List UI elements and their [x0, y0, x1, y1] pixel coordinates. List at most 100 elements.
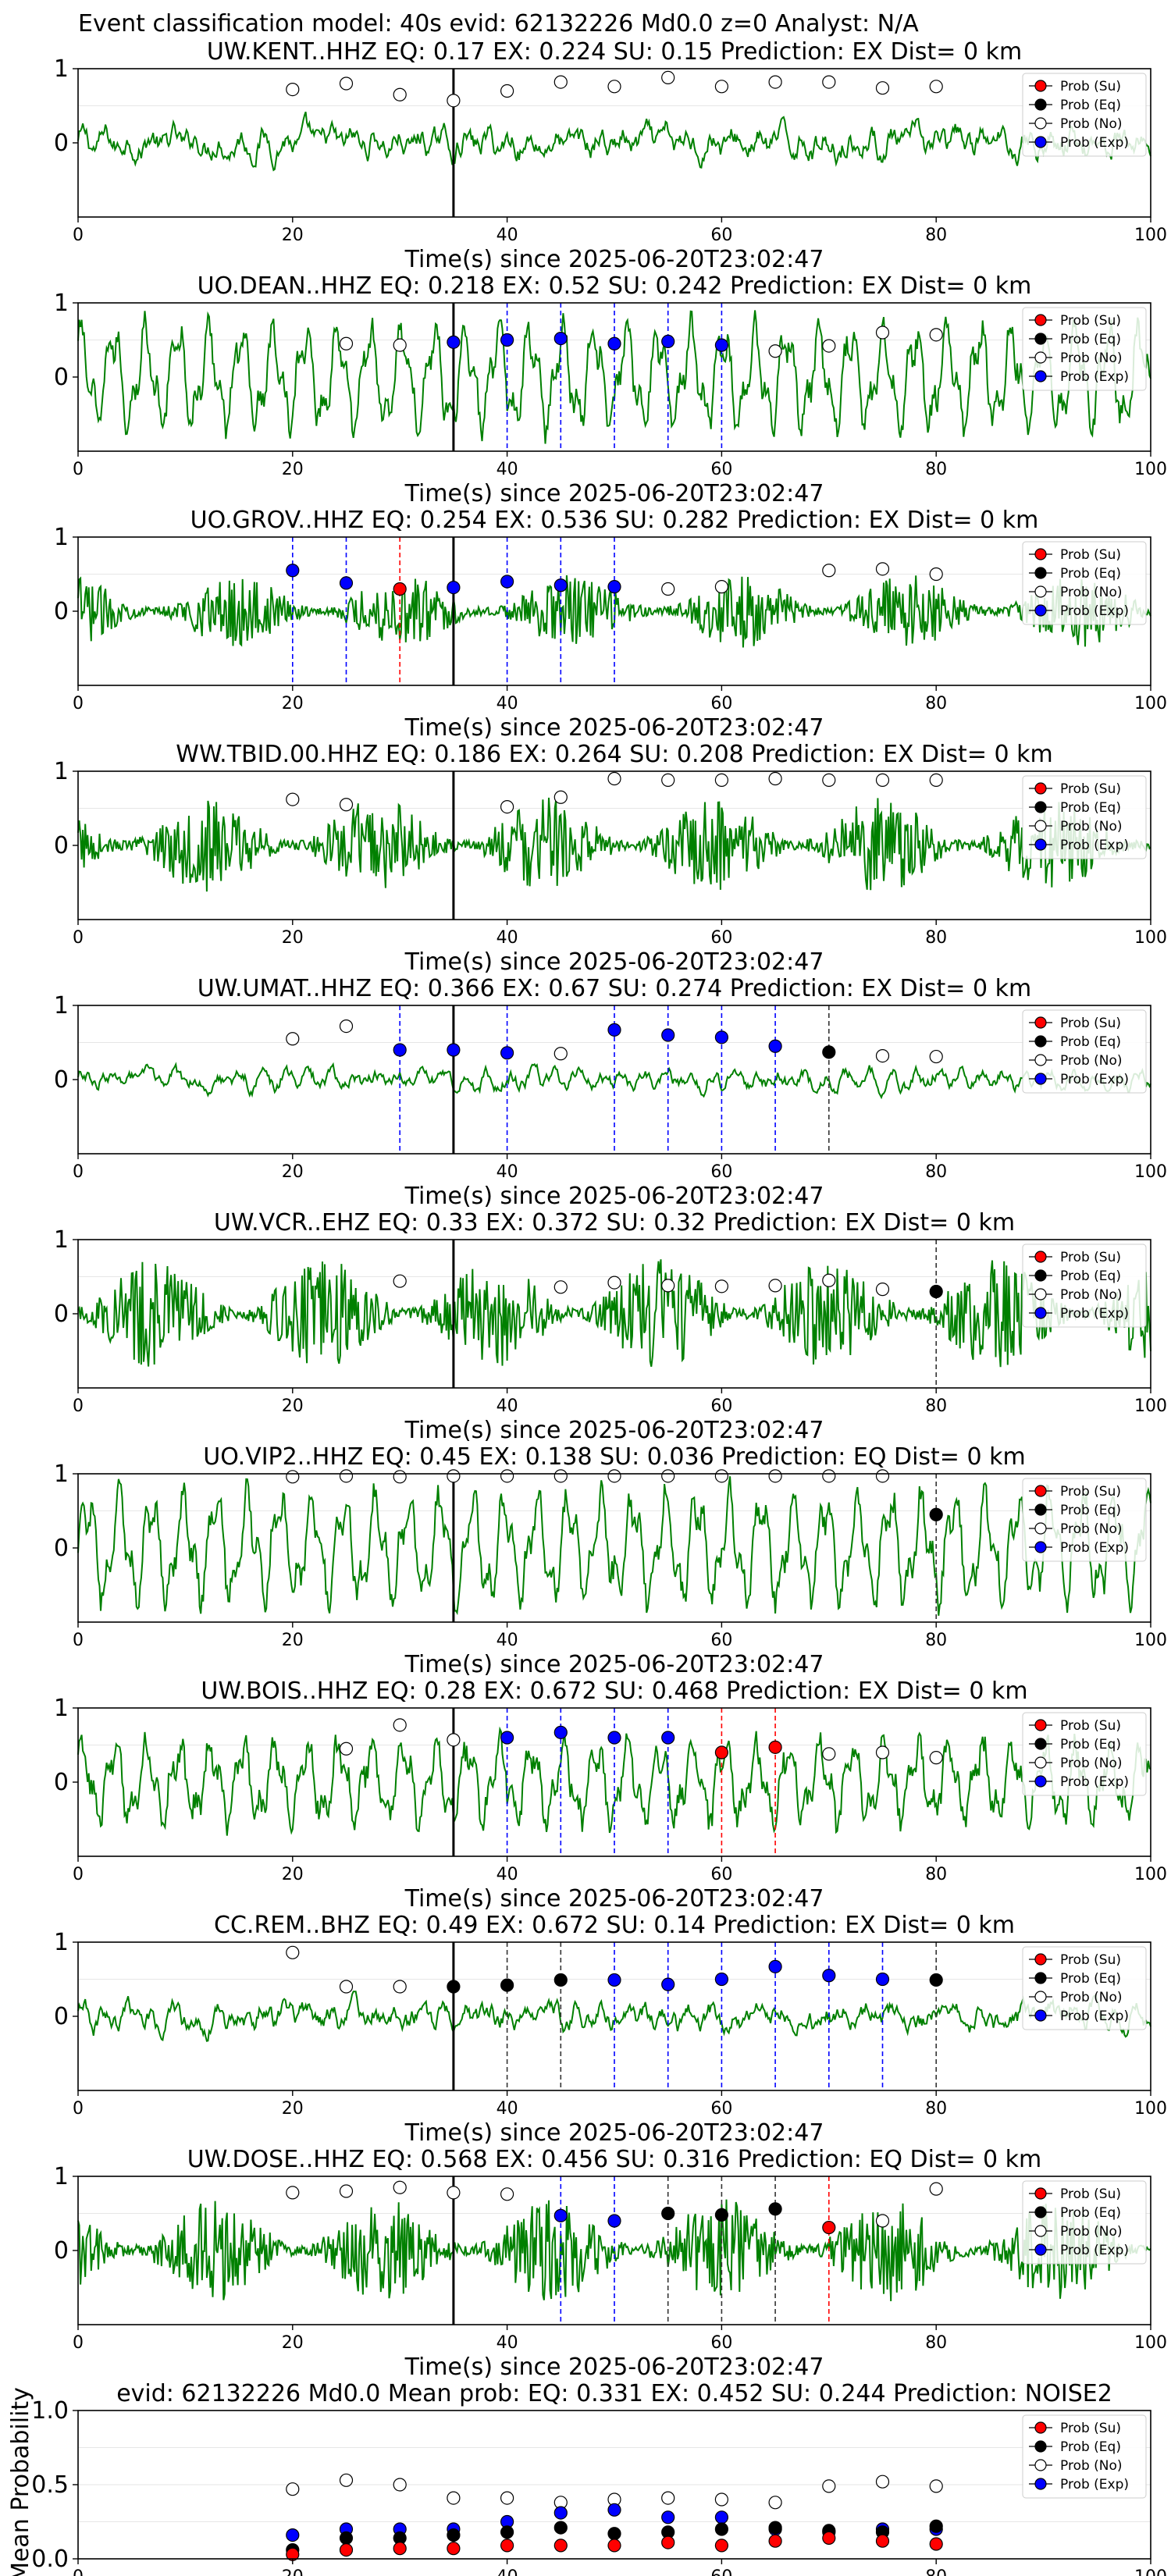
- mean-prob-point-su: [714, 2539, 729, 2553]
- legend-marker-su: [1034, 1953, 1047, 1966]
- prob-point-no: [339, 798, 354, 812]
- x-tick-label: 0: [73, 1162, 84, 1182]
- prob-point-no: [607, 1469, 621, 1483]
- legend-label: Prob (Exp): [1060, 2008, 1129, 2024]
- legend-box: [1022, 1946, 1147, 2030]
- prob-point-no: [661, 1469, 675, 1483]
- x-tick-label: 100: [1134, 694, 1167, 713]
- prob-point-no: [447, 2186, 461, 2200]
- prob-point-exp: [768, 1959, 782, 1973]
- y-tick-label: 1: [54, 1695, 69, 1722]
- mean-prob-point-su: [393, 2542, 407, 2556]
- x-tick-label: 20: [282, 1397, 304, 1416]
- legend-marker-su: [1034, 1485, 1047, 1497]
- x-tick-label: 0: [73, 2333, 84, 2353]
- subplot-title: UO.DEAN..HHZ EQ: 0.218 EX: 0.52 SU: 0.24…: [198, 272, 1032, 300]
- y-tick-label: 0: [54, 598, 69, 625]
- prob-point-no: [553, 75, 568, 89]
- subplot-3: UO.GROV..HHZ EQ: 0.254 EX: 0.536 SU: 0.2…: [54, 507, 1167, 742]
- legend-label: Prob (No): [1060, 1053, 1123, 1069]
- y-tick-label: 1: [54, 55, 69, 83]
- legend-label: Prob (Su): [1060, 2421, 1121, 2436]
- legend-box: [1022, 775, 1147, 859]
- prob-point-exp: [447, 580, 461, 595]
- prob-point-no: [929, 328, 943, 342]
- prob-point-eq: [768, 2202, 782, 2216]
- prob-point-no: [339, 336, 354, 350]
- x-tick-label: 0: [73, 2567, 84, 2576]
- legend-label: Prob (No): [1060, 1287, 1123, 1303]
- legend-box: [1022, 1712, 1147, 1796]
- prob-point-eq: [553, 1973, 568, 1987]
- prob-point-no: [661, 70, 675, 85]
- prob-point-no: [768, 75, 782, 89]
- x-tick-label: 20: [282, 1162, 304, 1182]
- prob-point-no: [714, 80, 729, 94]
- mean-prob-point-eq: [714, 2522, 729, 2536]
- prob-point-eq: [929, 1284, 943, 1299]
- mean-prob-point-no: [661, 2491, 675, 2505]
- subplot-title: UO.VIP2..HHZ EQ: 0.45 EX: 0.138 SU: 0.03…: [203, 1443, 1025, 1471]
- prob-point-eq: [447, 1980, 461, 1994]
- legend-label: Prob (Exp): [1060, 2477, 1129, 2492]
- x-tick-label: 40: [497, 2099, 518, 2119]
- y-tick-label: 1.0: [31, 2397, 69, 2425]
- prob-point-no: [500, 2187, 514, 2201]
- x-tick-label: 60: [710, 694, 732, 713]
- prob-point-no: [768, 1279, 782, 1293]
- mean-prob-point-no: [875, 2475, 890, 2489]
- legend-marker-exp: [1034, 1073, 1047, 1085]
- prob-point-exp: [500, 1731, 514, 1745]
- legend-marker-exp: [1034, 1307, 1047, 1319]
- mean-prob-point-eq: [447, 2528, 461, 2542]
- prob-point-no: [286, 1470, 300, 1484]
- legend-marker-no: [1034, 2459, 1047, 2471]
- prob-point-no: [607, 1276, 621, 1290]
- legend-label: Prob (Su): [1060, 1250, 1121, 1265]
- mean-prob-point-su: [822, 2531, 836, 2545]
- legend-marker-eq: [1034, 98, 1047, 111]
- x-tick-label: 20: [282, 2333, 304, 2353]
- subplot-title: UW.DOSE..HHZ EQ: 0.568 EX: 0.456 SU: 0.3…: [187, 2146, 1041, 2173]
- prob-point-no: [822, 564, 836, 578]
- x-tick-label: 40: [497, 1631, 518, 1650]
- prob-point-exp: [553, 1725, 568, 1739]
- legend-marker-su: [1034, 1251, 1047, 1263]
- prob-point-eq: [661, 2206, 675, 2221]
- prob-point-eq: [714, 2208, 729, 2222]
- prob-point-no: [929, 2182, 943, 2196]
- x-tick-label: 40: [497, 1397, 518, 1416]
- prob-point-no: [822, 773, 836, 788]
- x-axis-label: Time(s) since 2025-06-20T23:02:47: [404, 714, 824, 742]
- legend: Prob (Su) Prob (Eq) Prob (No) Prob (Exp): [1022, 1009, 1147, 1094]
- x-tick-label: 80: [925, 694, 947, 713]
- legend-marker-eq: [1034, 1972, 1047, 1984]
- legend-label: Prob (Exp): [1060, 135, 1129, 151]
- prob-point-exp: [553, 332, 568, 346]
- mean-prob-point-no: [393, 2478, 407, 2492]
- x-tick-label: 60: [710, 2099, 732, 2119]
- prob-point-exp: [607, 2214, 621, 2228]
- x-axis-label: Time(s) since 2025-06-20T23:02:47: [404, 2119, 824, 2147]
- mean-prob-point-eq: [607, 2527, 621, 2541]
- legend-label: Prob (Su): [1060, 79, 1121, 94]
- y-tick-label: 0: [54, 2237, 69, 2265]
- mean-prob-point-exp: [714, 2510, 729, 2524]
- mean-prob-point-su: [500, 2539, 514, 2553]
- prob-point-no: [339, 1019, 354, 1034]
- subplot-title: UW.UMAT..HHZ EQ: 0.366 EX: 0.67 SU: 0.27…: [198, 975, 1031, 1002]
- x-tick-label: 80: [925, 226, 947, 245]
- x-tick-label: 20: [282, 2567, 304, 2576]
- prob-point-no: [875, 326, 890, 340]
- prob-point-no: [822, 1273, 836, 1287]
- prob-point-no: [822, 75, 836, 89]
- prob-point-exp: [500, 1046, 514, 1060]
- legend-box: [1022, 307, 1147, 391]
- prob-point-no: [875, 773, 890, 788]
- legend-label: Prob (Eq): [1060, 2439, 1121, 2455]
- subplot-title: UW.BOIS..HHZ EQ: 0.28 EX: 0.672 SU: 0.46…: [201, 1678, 1027, 1705]
- prob-point-exp: [500, 575, 514, 589]
- prob-point-no: [714, 580, 729, 594]
- legend-label: Prob (Exp): [1060, 603, 1129, 619]
- legend-marker-no: [1034, 1522, 1047, 1535]
